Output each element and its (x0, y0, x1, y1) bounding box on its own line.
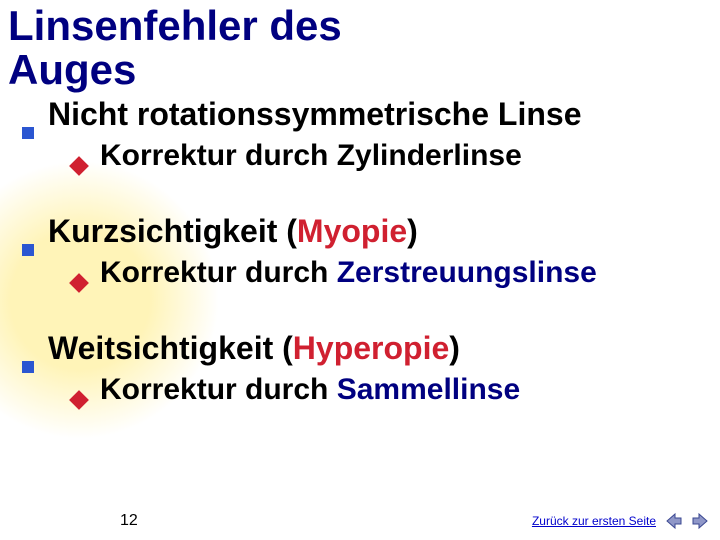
list-item-heading: Nicht rotationssymmetrische Linse (22, 96, 700, 133)
list-item-sub: Korrektur durch Zylinderlinse (22, 139, 700, 173)
next-slide-button[interactable] (690, 510, 712, 532)
square-bullet-icon (22, 127, 34, 139)
list-item-sub: Korrektur durch Sammellinse (22, 373, 700, 407)
slide-content: Linsenfehler des Auges Nicht rotationssy… (0, 0, 720, 407)
square-bullet-icon (22, 244, 34, 256)
page-number: 12 (120, 512, 138, 530)
arrow-left-icon (663, 511, 683, 531)
slide-footer: 12 Zurück zur ersten Seite (0, 510, 720, 532)
square-bullet-icon (22, 361, 34, 373)
back-to-first-link[interactable]: Zurück zur ersten Seite (532, 514, 656, 528)
sub-text: Korrektur durch Zerstreuungslinse (100, 256, 597, 290)
list-item: Weitsichtigkeit (Hyperopie) Korrektur du… (22, 330, 700, 407)
sub-text: Korrektur durch Zylinderlinse (100, 139, 522, 173)
slide-title: Linsenfehler des Auges (0, 0, 720, 92)
footer-right: Zurück zur ersten Seite (532, 510, 712, 532)
arrow-right-icon (691, 511, 711, 531)
list-item: Nicht rotationssymmetrische Linse Korrek… (22, 96, 700, 173)
heading-text: Kurzsichtigkeit (Myopie) (48, 213, 418, 250)
bullet-list: Nicht rotationssymmetrische Linse Korrek… (0, 96, 720, 407)
list-item-sub: Korrektur durch Zerstreuungslinse (22, 256, 700, 290)
title-line-1: Linsenfehler des (8, 2, 342, 49)
diamond-bullet-icon (69, 273, 89, 293)
list-item-heading: Kurzsichtigkeit (Myopie) (22, 213, 700, 250)
heading-text: Weitsichtigkeit (Hyperopie) (48, 330, 460, 367)
diamond-bullet-icon (69, 390, 89, 410)
list-item: Kurzsichtigkeit (Myopie) Korrektur durch… (22, 213, 700, 290)
list-item-heading: Weitsichtigkeit (Hyperopie) (22, 330, 700, 367)
heading-text: Nicht rotationssymmetrische Linse (48, 96, 581, 133)
sub-text: Korrektur durch Sammellinse (100, 373, 520, 407)
diamond-bullet-icon (69, 156, 89, 176)
title-line-2: Auges (8, 46, 136, 93)
prev-slide-button[interactable] (662, 510, 684, 532)
